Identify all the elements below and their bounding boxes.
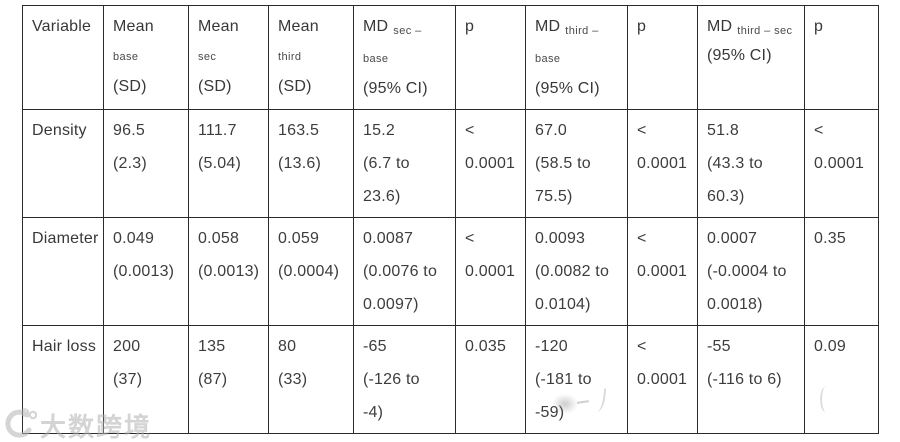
cell-diameter-mean-third: 0.059 (0.0004) xyxy=(268,217,354,326)
col-header-p-1: p xyxy=(455,5,526,110)
row-label-hairloss: Hair loss xyxy=(22,325,104,434)
header-label: (SD) xyxy=(278,78,312,95)
cell-diameter-p1: < 0.0001 xyxy=(455,217,526,326)
cell-hairloss-p2: < 0.0001 xyxy=(627,325,698,434)
header-label: p xyxy=(814,18,824,35)
header-label: p xyxy=(637,18,647,35)
col-header-p-3: p xyxy=(804,5,879,110)
cell-density-mean-third: 163.5 (13.6) xyxy=(268,109,354,218)
header-subscript: base xyxy=(113,51,139,63)
header-subscript: sec – xyxy=(393,25,422,37)
cell-density-p3: < 0.0001 xyxy=(804,109,879,218)
header-label: MD xyxy=(535,18,561,35)
cell-diameter-p2: < 0.0001 xyxy=(627,217,698,326)
cell-hairloss-mean-third: 80 (33) xyxy=(268,325,354,434)
table-row-hairloss: Hair loss 200 (37) 135 (87) 80 (33) -65 … xyxy=(22,325,879,434)
header-label: (95% CI) xyxy=(363,80,428,97)
header-subscript: base xyxy=(535,53,561,65)
cell-density-p2: < 0.0001 xyxy=(627,109,698,218)
cell-diameter-md-third-sec: 0.0007 (-0.0004 to 0.0018) xyxy=(697,217,805,326)
cell-diameter-mean-sec: 0.058 (0.0013) xyxy=(188,217,269,326)
header-label: Mean xyxy=(278,18,319,35)
col-header-md-third-base: MD third – base (95% CI) xyxy=(525,5,628,110)
cell-hairloss-p1: 0.035 xyxy=(455,325,526,434)
header-subscript: base xyxy=(363,53,389,65)
header-subscript: third – xyxy=(565,25,599,37)
cell-diameter-p3: 0.35 xyxy=(804,217,879,326)
header-subscript: sec xyxy=(198,51,217,63)
cell-hairloss-md-third-sec: -55 (-116 to 6) xyxy=(697,325,805,434)
cell-diameter-md-third-base: 0.0093 (0.0082 to 0.0104) xyxy=(525,217,628,326)
header-subscript: third xyxy=(278,51,302,63)
cell-density-md-third-base: 67.0 (58.5 to 75.5) xyxy=(525,109,628,218)
col-header-p-2: p xyxy=(627,5,698,110)
row-label-density: Density xyxy=(22,109,104,218)
results-table-container: Variable Mean base (SD) Mean sec (SD) Me… xyxy=(22,5,879,434)
cell-density-mean-base: 96.5 (2.3) xyxy=(103,109,189,218)
col-header-mean-third: Mean third (SD) xyxy=(268,5,354,110)
cell-hairloss-mean-base: 200 (37) xyxy=(103,325,189,434)
header-subscript: third – sec xyxy=(737,25,793,37)
cell-density-md-sec-base: 15.2 (6.7 to 23.6) xyxy=(353,109,456,218)
cell-density-p1: < 0.0001 xyxy=(455,109,526,218)
col-header-mean-base: Mean base (SD) xyxy=(103,5,189,110)
header-label: (SD) xyxy=(113,78,147,95)
col-header-mean-sec: Mean sec (SD) xyxy=(188,5,269,110)
header-label: Mean xyxy=(198,18,239,35)
header-label: (95% CI) xyxy=(707,47,772,64)
results-table: Variable Mean base (SD) Mean sec (SD) Me… xyxy=(22,5,879,434)
header-label: (95% CI) xyxy=(535,80,600,97)
cell-hairloss-mean-sec: 135 (87) xyxy=(188,325,269,434)
cell-hairloss-md-third-base: -120 (-181 to -59) xyxy=(525,325,628,434)
header-label: MD xyxy=(707,18,733,35)
header-label: (SD) xyxy=(198,78,232,95)
cell-hairloss-md-sec-base: -65 (-126 to -4) xyxy=(353,325,456,434)
cell-diameter-md-sec-base: 0.0087 (0.0076 to 0.0097) xyxy=(353,217,456,326)
row-label-diameter: Diameter xyxy=(22,217,104,326)
header-label: Variable xyxy=(32,18,92,35)
header-label: Mean xyxy=(113,18,154,35)
cell-density-md-third-sec: 51.8 (43.3 to 60.3) xyxy=(697,109,805,218)
cell-diameter-mean-base: 0.049 (0.0013) xyxy=(103,217,189,326)
cell-density-mean-sec: 111.7 (5.04) xyxy=(188,109,269,218)
cell-hairloss-p3: 0.09 xyxy=(804,325,879,434)
header-label: p xyxy=(465,18,475,35)
header-label: MD xyxy=(363,18,389,35)
header-row: Variable Mean base (SD) Mean sec (SD) Me… xyxy=(22,5,879,110)
col-header-md-sec-base: MD sec – base (95% CI) xyxy=(353,5,456,110)
table-row-diameter: Diameter 0.049 (0.0013) 0.058 (0.0013) 0… xyxy=(22,217,879,326)
col-header-variable: Variable xyxy=(22,5,104,110)
col-header-md-third-sec: MD third – sec (95% CI) xyxy=(697,5,805,110)
table-row-density: Density 96.5 (2.3) 111.7 (5.04) 163.5 (1… xyxy=(22,109,879,218)
